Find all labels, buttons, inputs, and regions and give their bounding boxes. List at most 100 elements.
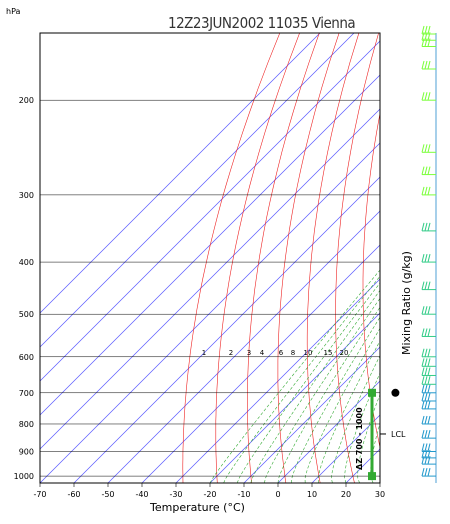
moist-adiabat-line — [264, 297, 380, 483]
wind-barb-feather — [427, 38, 431, 47]
wind-barb-feather — [421, 166, 425, 175]
wind-barb-feather — [427, 400, 431, 410]
wind-barb-feather — [421, 144, 425, 153]
wind-barb-feather — [421, 25, 425, 35]
moist-adiabat-line — [370, 422, 380, 483]
moist-adiabat-line — [344, 372, 380, 483]
x-tick-label: 10 — [307, 490, 317, 499]
chart-title: 12Z23JUN2002 11035 Vienna — [168, 14, 355, 32]
wind-barb-feather — [427, 144, 431, 153]
wind-barb-feather — [424, 449, 428, 459]
wind-barb-feather — [424, 144, 428, 153]
wind-barb-feather — [421, 186, 425, 196]
wind-barb-feather — [424, 467, 428, 477]
wind-barb-feather — [424, 166, 428, 175]
x-tick-label: -70 — [33, 490, 46, 499]
mixing-ratio-label: 20 — [340, 349, 349, 357]
moist-adiabat-line — [331, 355, 380, 483]
wind-barb-feather — [424, 455, 428, 465]
x-tick-label: -20 — [203, 490, 216, 499]
isotherm-line — [107, 210, 380, 483]
wind-barb-feather — [424, 376, 428, 385]
wind-barb-feather — [427, 415, 431, 425]
wind-barb-feather — [424, 400, 428, 410]
y-tick-label: 400 — [19, 258, 34, 267]
moist-adiabat-line — [250, 289, 380, 483]
wind-barb-feather — [427, 166, 431, 175]
mixing-ratio-label: 8 — [291, 349, 295, 357]
wind-barb-feather — [421, 400, 425, 410]
moist-adiabat-line — [304, 327, 380, 483]
wind-barb-feather — [427, 384, 431, 393]
dry-adiabat-line — [182, 33, 281, 483]
wind-barb-feather — [421, 253, 425, 263]
lcl-label: LCL — [391, 430, 406, 439]
wind-barb-feather — [424, 415, 428, 425]
wind-barb-feather — [421, 467, 425, 477]
moist-adiabat-line — [383, 33, 450, 483]
wind-barb-feather — [424, 38, 428, 47]
isotherm-line — [40, 108, 380, 450]
moist-adiabat-line — [209, 269, 380, 483]
wind-barb-feather — [421, 384, 425, 393]
wind-barbs — [421, 25, 437, 483]
wind-barb-feather — [424, 348, 428, 357]
wind-barb-feather — [421, 376, 425, 385]
parcel-marker — [391, 388, 400, 397]
wind-barb-feather — [424, 430, 428, 439]
x-tick-label: 20 — [341, 490, 351, 499]
mixing-ratio-label: 1 — [202, 349, 206, 357]
isotherm-line — [141, 244, 380, 483]
plot-frame — [39, 32, 381, 484]
wind-barb-feather — [421, 92, 425, 101]
y-tick-label: 300 — [19, 191, 34, 200]
wind-barb-feather — [427, 358, 431, 367]
y-tick-label: 700 — [19, 389, 34, 398]
wind-barb-feather — [421, 455, 425, 465]
y-tick-label: 900 — [19, 447, 34, 456]
y-tick-label: 800 — [19, 420, 34, 429]
wind-barb-feather — [424, 328, 428, 337]
wind-barb-feather — [427, 25, 431, 35]
wind-barb-feather — [421, 415, 425, 425]
isotherm-line — [40, 33, 355, 348]
wind-barb-feather — [421, 38, 425, 47]
wind-barb-feather — [421, 430, 425, 439]
isotherm-line — [175, 278, 380, 483]
wind-barb-feather — [427, 222, 431, 232]
dry-adiabat-line — [306, 33, 360, 483]
wind-barb-feather — [421, 392, 425, 402]
thickness-bar-top-cap — [368, 388, 376, 397]
wind-barb-feather — [427, 32, 431, 41]
wind-barb-feather — [421, 222, 425, 232]
moist-adiabat-line — [317, 340, 380, 483]
wind-barb-feather — [424, 306, 428, 315]
wind-barb-feather — [421, 449, 425, 459]
mixing-ratio-label: 3 — [247, 349, 251, 357]
isotherm-line — [243, 346, 380, 483]
wind-barb-feather — [427, 348, 431, 357]
wind-barb-feather — [427, 328, 431, 337]
annotations: ΔZ 700 - 1000 — [355, 388, 400, 481]
dry-adiabat-line — [335, 33, 379, 483]
x-tick-label: -10 — [237, 490, 250, 499]
isotherm-line — [209, 312, 380, 483]
wind-barb-feather — [421, 348, 425, 357]
wind-barb-feather — [424, 253, 428, 263]
wind-barb-feather — [427, 306, 431, 315]
x-tick-label: 30 — [375, 490, 385, 499]
wind-barb-feather — [424, 186, 428, 196]
wind-barb-feather — [424, 281, 428, 290]
dry-adiabat-line — [247, 33, 320, 483]
y-tick-label: 1000 — [14, 472, 34, 481]
wind-barb-feather — [424, 384, 428, 393]
wind-barb-feather — [424, 392, 428, 402]
x-tick-label: 0 — [275, 490, 280, 499]
wind-barb-feather — [424, 32, 428, 41]
wind-barb-feather — [427, 186, 431, 196]
wind-barb-feather — [424, 60, 428, 70]
wind-barb-feather — [427, 376, 431, 385]
wind-barb-feather — [427, 92, 431, 101]
